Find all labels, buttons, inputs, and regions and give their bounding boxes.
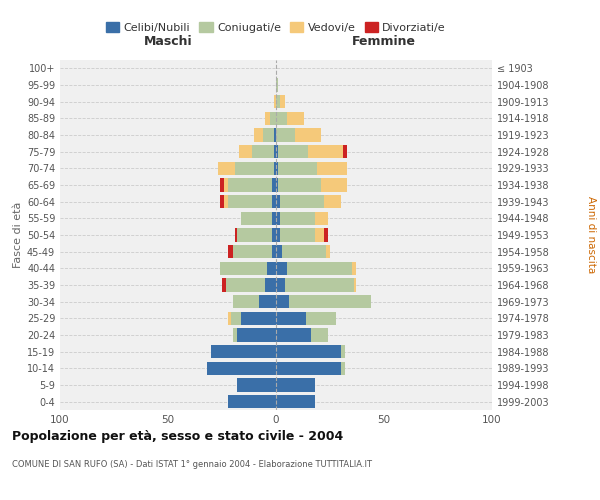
Bar — [237, 378, 276, 392]
Bar — [218, 162, 235, 175]
Bar — [233, 295, 259, 308]
Bar — [274, 162, 276, 175]
Bar — [278, 145, 308, 158]
Bar — [278, 162, 317, 175]
Bar — [224, 195, 229, 208]
Y-axis label: Fasce di età: Fasce di età — [13, 202, 23, 268]
Bar — [341, 362, 345, 375]
Bar — [276, 295, 289, 308]
Bar — [276, 95, 280, 108]
Bar — [263, 128, 274, 141]
Bar — [229, 312, 230, 325]
Bar — [229, 395, 276, 408]
Bar — [220, 262, 268, 275]
Bar — [237, 328, 276, 342]
Text: Maschi: Maschi — [143, 36, 193, 49]
Bar — [235, 162, 274, 175]
Legend: Celibi/Nubili, Coniugati/e, Vedovi/e, Divorziati/e: Celibi/Nubili, Coniugati/e, Vedovi/e, Di… — [104, 20, 448, 35]
Bar — [272, 212, 276, 225]
Bar — [306, 312, 337, 325]
Bar — [272, 228, 276, 241]
Bar — [241, 312, 276, 325]
Bar — [241, 212, 272, 225]
Bar — [265, 112, 269, 125]
Bar — [280, 95, 284, 108]
Bar — [252, 145, 274, 158]
Bar — [254, 128, 263, 141]
Bar — [222, 278, 226, 291]
Bar — [287, 112, 304, 125]
Text: Anni di nascita: Anni di nascita — [586, 196, 596, 274]
Bar — [289, 295, 371, 308]
Bar — [224, 178, 229, 192]
Bar — [276, 145, 278, 158]
Bar — [220, 178, 224, 192]
Bar — [280, 212, 315, 225]
Bar — [354, 278, 356, 291]
Bar — [276, 78, 278, 92]
Bar — [317, 162, 347, 175]
Bar — [207, 362, 276, 375]
Text: Femmine: Femmine — [352, 36, 416, 49]
Bar — [272, 245, 276, 258]
Bar — [233, 328, 237, 342]
Text: Popolazione per età, sesso e stato civile - 2004: Popolazione per età, sesso e stato civil… — [12, 430, 343, 443]
Bar — [265, 278, 276, 291]
Bar — [280, 195, 323, 208]
Bar — [237, 228, 272, 241]
Bar — [276, 212, 280, 225]
Bar — [274, 128, 276, 141]
Bar — [284, 278, 354, 291]
Bar — [235, 228, 237, 241]
Bar — [287, 262, 352, 275]
Bar — [269, 112, 276, 125]
Bar — [276, 262, 287, 275]
Bar — [274, 95, 276, 108]
Bar — [220, 195, 224, 208]
Bar — [229, 195, 272, 208]
Bar — [326, 245, 330, 258]
Bar — [283, 245, 326, 258]
Bar — [276, 362, 341, 375]
Bar — [278, 178, 322, 192]
Bar — [276, 345, 341, 358]
Bar — [229, 178, 272, 192]
Bar — [272, 178, 276, 192]
Bar — [229, 245, 233, 258]
Bar — [280, 228, 315, 241]
Bar — [276, 178, 278, 192]
Bar — [274, 145, 276, 158]
Bar — [308, 145, 343, 158]
Bar — [268, 262, 276, 275]
Bar — [276, 162, 278, 175]
Bar — [276, 378, 315, 392]
Bar — [272, 195, 276, 208]
Bar — [276, 228, 280, 241]
Bar — [276, 245, 283, 258]
Bar — [233, 245, 272, 258]
Bar — [276, 128, 295, 141]
Bar — [311, 328, 328, 342]
Bar — [276, 278, 284, 291]
Bar — [315, 212, 328, 225]
Bar — [343, 145, 347, 158]
Bar — [323, 228, 328, 241]
Bar — [226, 278, 265, 291]
Bar — [341, 345, 345, 358]
Bar — [323, 195, 341, 208]
Bar — [322, 178, 347, 192]
Bar — [211, 345, 276, 358]
Bar — [295, 128, 322, 141]
Bar — [315, 228, 323, 241]
Bar — [230, 312, 241, 325]
Bar — [352, 262, 356, 275]
Bar — [276, 112, 287, 125]
Bar — [276, 328, 311, 342]
Bar — [276, 312, 306, 325]
Bar — [239, 145, 252, 158]
Bar — [259, 295, 276, 308]
Text: COMUNE DI SAN RUFO (SA) - Dati ISTAT 1° gennaio 2004 - Elaborazione TUTTITALIA.I: COMUNE DI SAN RUFO (SA) - Dati ISTAT 1° … — [12, 460, 372, 469]
Bar — [276, 395, 315, 408]
Bar — [276, 195, 280, 208]
